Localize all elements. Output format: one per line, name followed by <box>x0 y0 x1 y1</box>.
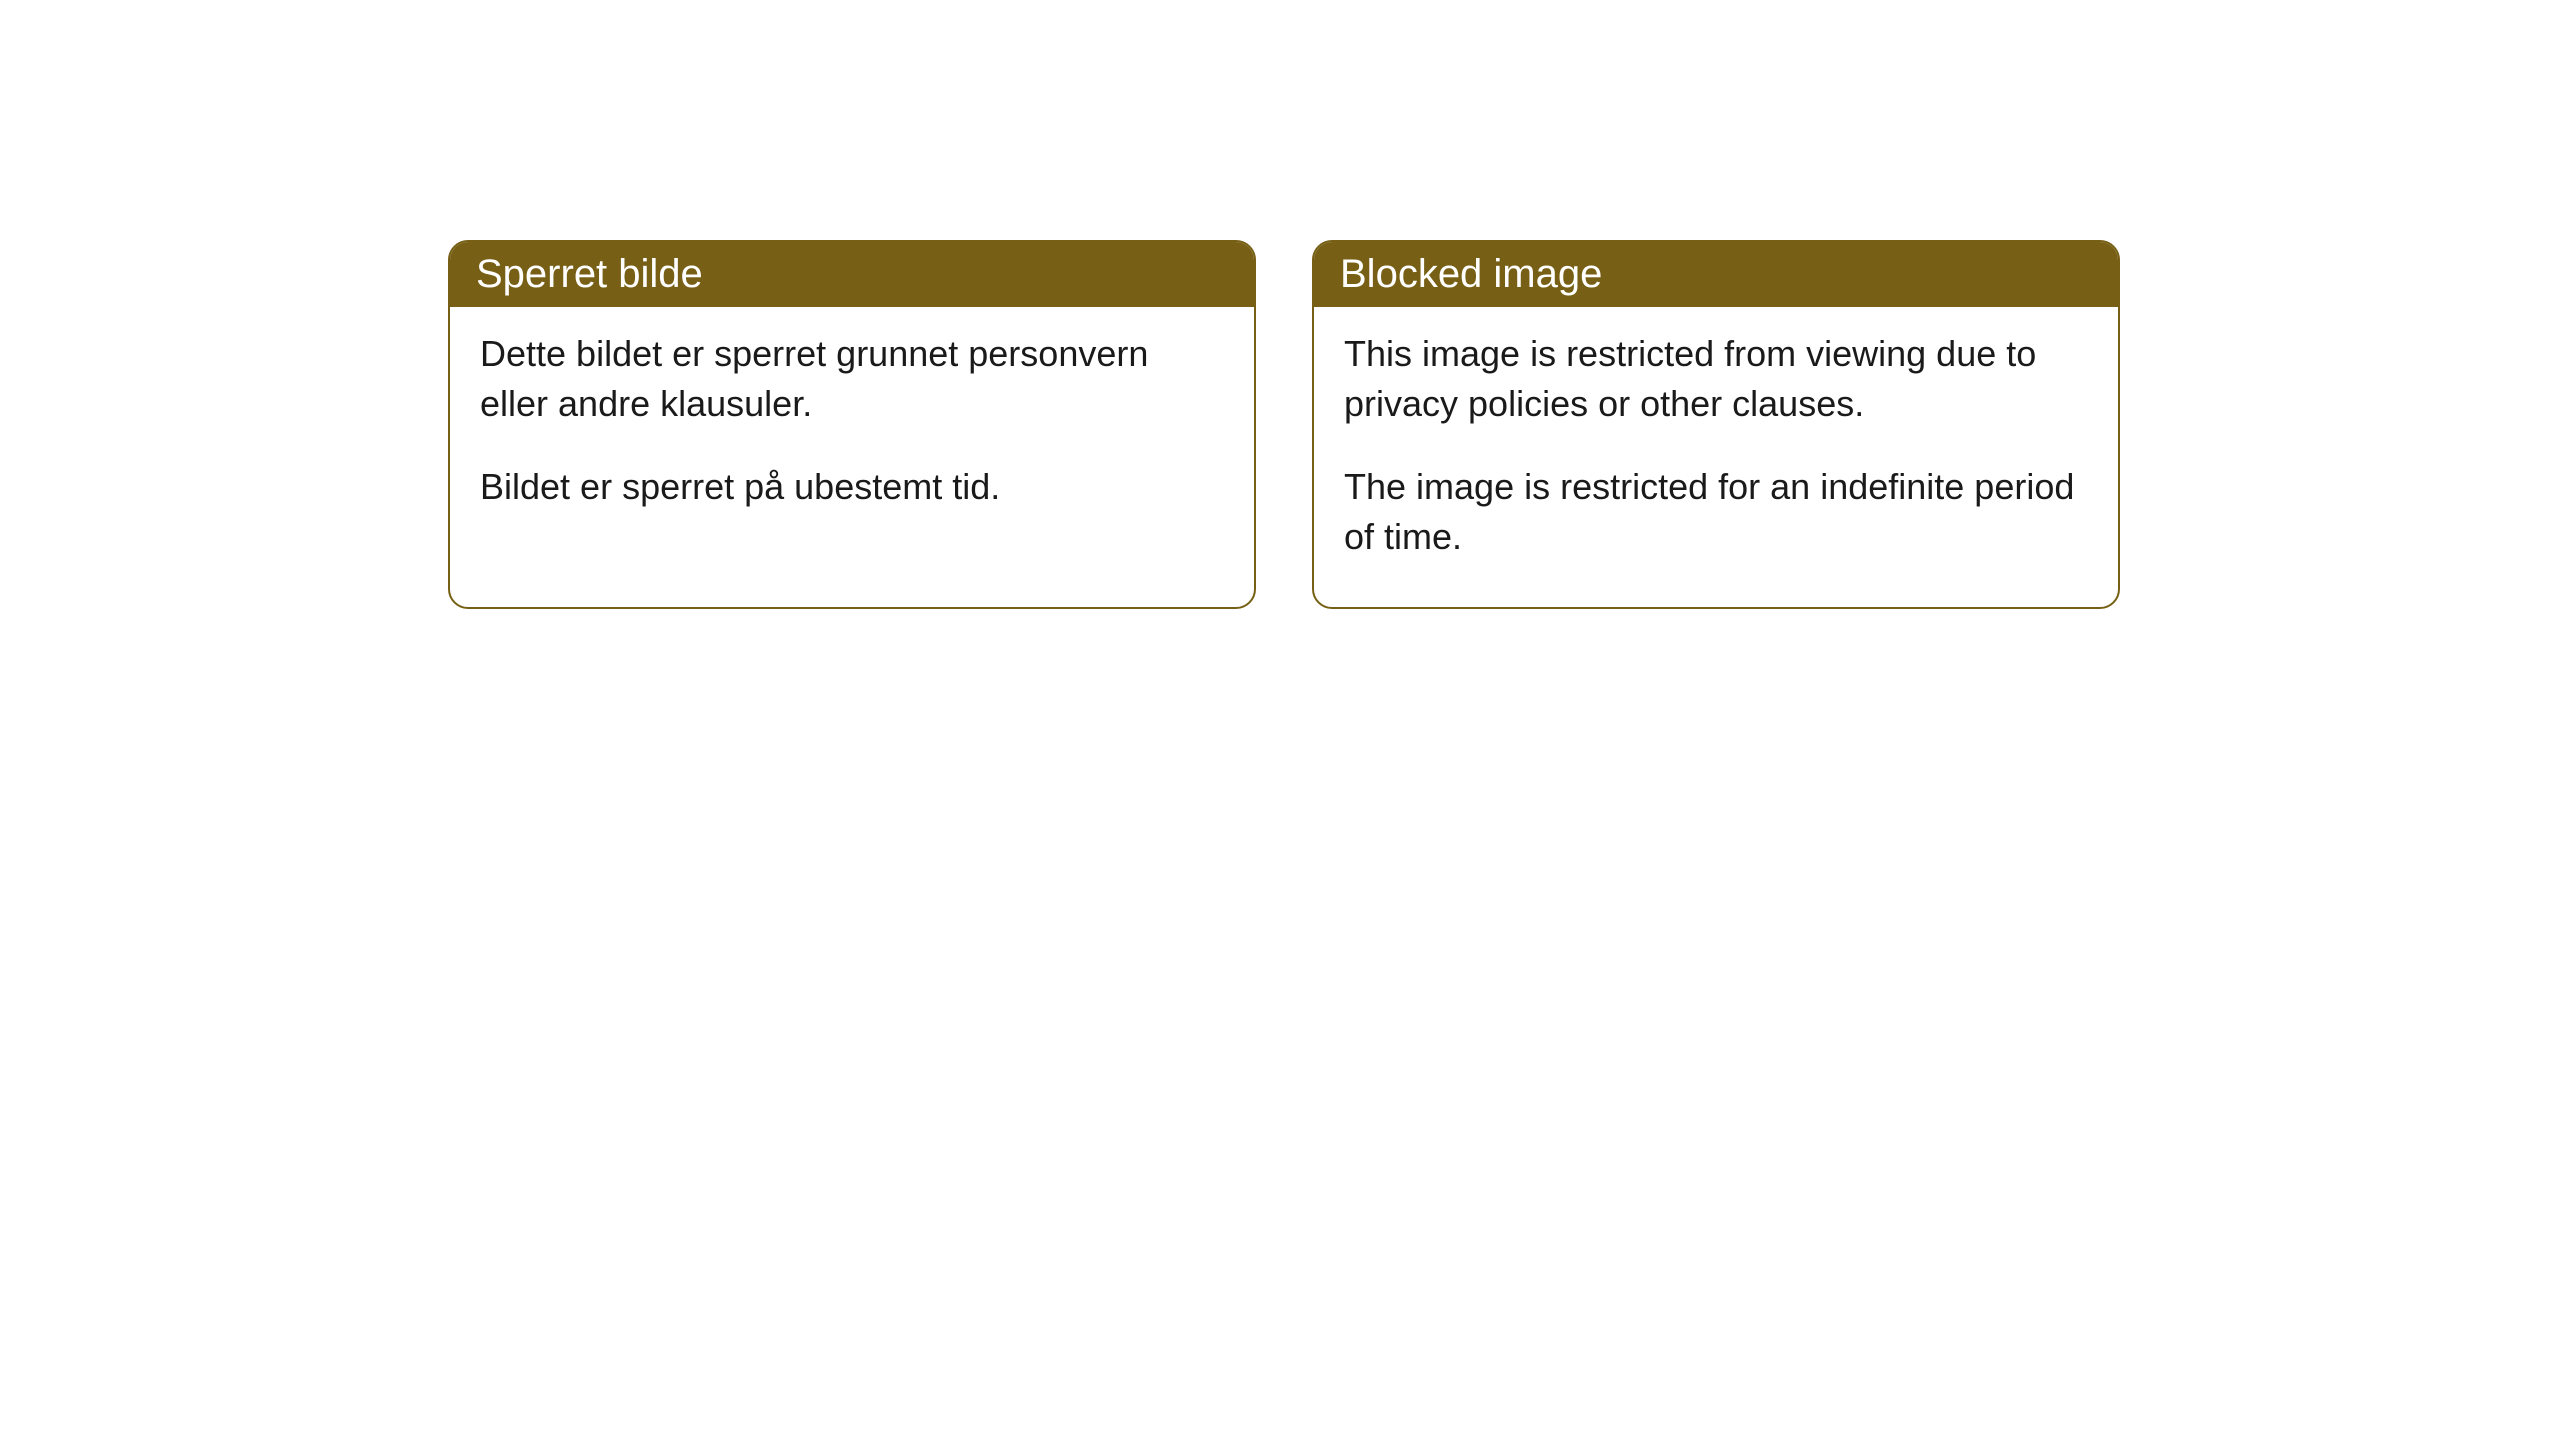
card-body-english: This image is restricted from viewing du… <box>1314 307 2118 607</box>
card-paragraph-2: Bildet er sperret på ubestemt tid. <box>480 462 1224 512</box>
card-paragraph-1: This image is restricted from viewing du… <box>1344 329 2088 430</box>
notice-cards-container: Sperret bilde Dette bildet er sperret gr… <box>0 0 2560 609</box>
card-paragraph-2: The image is restricted for an indefinit… <box>1344 462 2088 563</box>
card-paragraph-1: Dette bildet er sperret grunnet personve… <box>480 329 1224 430</box>
card-header-english: Blocked image <box>1314 242 2118 307</box>
blocked-image-card-english: Blocked image This image is restricted f… <box>1312 240 2120 609</box>
card-body-norwegian: Dette bildet er sperret grunnet personve… <box>450 307 1254 556</box>
card-title: Sperret bilde <box>476 252 703 296</box>
card-header-norwegian: Sperret bilde <box>450 242 1254 307</box>
blocked-image-card-norwegian: Sperret bilde Dette bildet er sperret gr… <box>448 240 1256 609</box>
card-title: Blocked image <box>1340 252 1602 296</box>
